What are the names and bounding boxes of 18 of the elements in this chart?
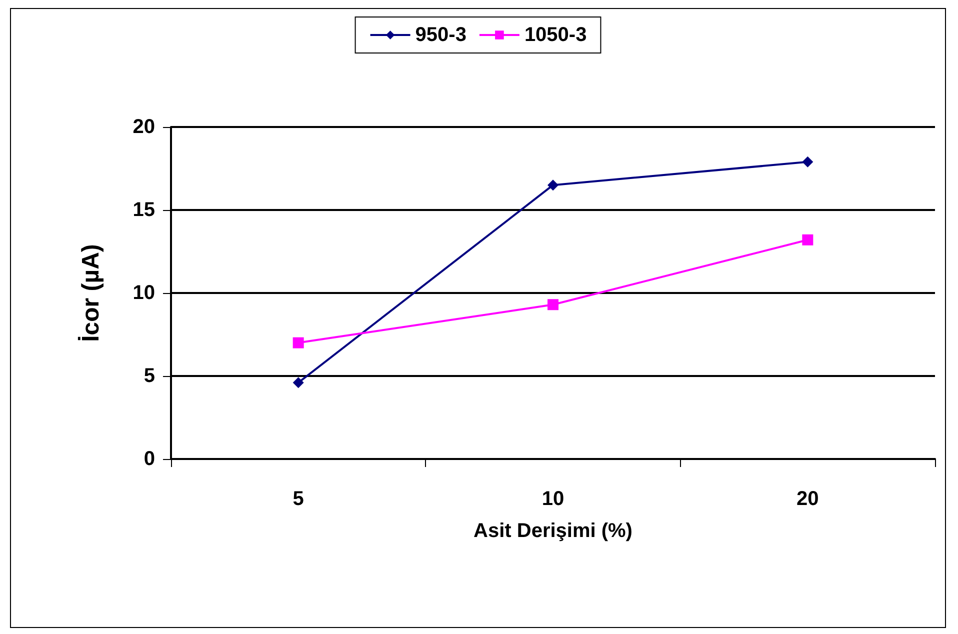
legend-label: 950-3 [415, 24, 466, 46]
point [292, 337, 304, 348]
x-tick-label: 5 [292, 488, 304, 510]
x-tick-label: 20 [796, 488, 819, 510]
x-axis-title: Asit Derişimi (%) [474, 520, 632, 542]
point [548, 299, 558, 310]
y-tick-label: 0 [144, 448, 155, 470]
y-tick-label: 10 [132, 282, 155, 304]
y-tick-label: 20 [132, 116, 155, 138]
y-tick-label: 5 [144, 365, 155, 387]
point [802, 234, 814, 246]
point [548, 180, 558, 191]
legend-label: 1050-3 [524, 24, 587, 46]
point [292, 377, 304, 388]
point [802, 156, 814, 168]
y-axis-title: İcor (µA) [78, 244, 104, 342]
y-tick-label: 15 [132, 199, 155, 221]
x-tick-label: 10 [542, 488, 564, 510]
